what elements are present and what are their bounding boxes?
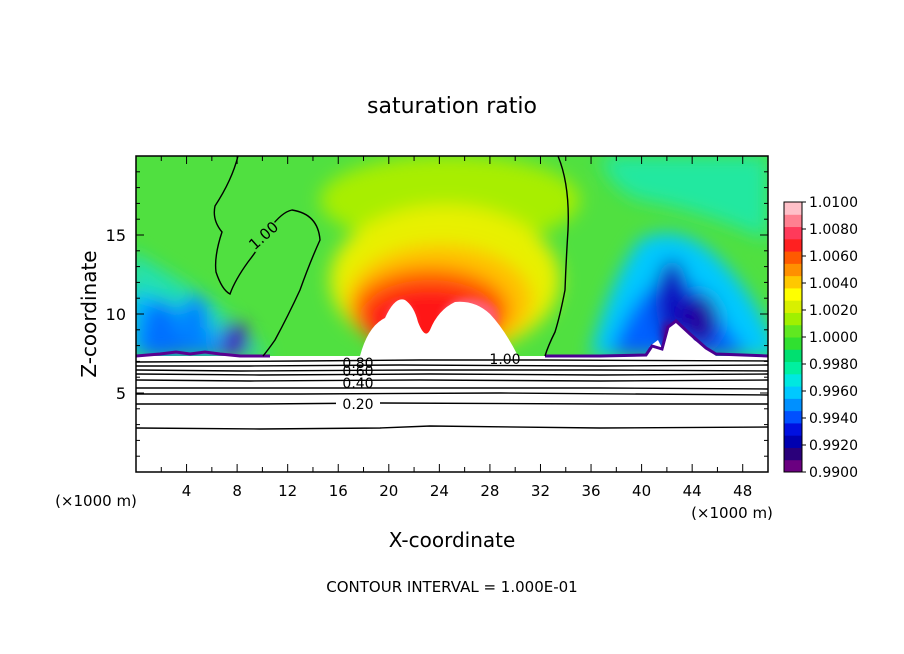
y-axis: 5 10 15 [106,171,768,457]
colorbar-swatch [784,349,802,363]
x-tick-label: 36 [581,482,600,500]
contour-label-0-40: 0.40 [342,376,373,392]
x-axis-title: X-coordinate [389,528,516,552]
colorbar-swatch [784,361,802,375]
x-tick-label: 40 [632,482,651,500]
contour-label-1-00-bottom: 1.00 [489,352,520,368]
colorbar: 1.0100 1.0080 1.0060 1.0040 1.0020 1.0000 0.99… [783,195,858,481]
x-axis: 4 8 12 16 20 24 28 32 36 40 44 48 [160,156,752,500]
colorbar-swatch [784,226,802,240]
x-tick-label: 12 [278,482,297,500]
colorbar-label: 0.9940 [809,411,858,427]
colorbar-swatch [784,251,802,264]
contour-label-0-80: 0.80 [342,356,373,372]
colorbar-swatch [784,422,802,436]
colorbar-swatch [784,287,802,301]
x-tick-label: 32 [531,482,550,500]
heatmap-field [136,156,768,472]
contour-label-0-60: 0.60 [342,364,373,380]
x-tick-label: 28 [480,482,499,500]
contour-label-0-20: 0.20 [342,397,373,413]
colorbar-swatch [784,300,802,313]
colorbar-swatch [784,435,802,448]
colorbar-swatch [784,447,802,461]
colorbar-swatch [784,459,802,473]
colorbar-swatch [784,312,802,326]
colorbar-swatch [784,337,802,350]
contour-interval-note: CONTOUR INTERVAL = 1.000E-01 [326,578,577,596]
y-tick-label: 10 [106,305,126,324]
x-axis-units: (×1000 m) [691,504,773,522]
y-tick-label: 15 [106,226,126,245]
y-axis-title: Z-coordinate [77,250,101,377]
colorbar-label: 1.0020 [809,303,858,319]
y-tick-label: 5 [116,384,126,403]
colorbar-label: 0.9960 [809,384,858,400]
colorbar-swatch [784,373,802,387]
colorbar-label: 1.0100 [809,195,858,211]
colorbar-swatch [784,202,802,215]
colorbar-label: 1.0080 [809,222,858,238]
colorbar-swatch [784,386,802,399]
colorbar-swatch [784,398,802,412]
colorbar-label: 1.0040 [809,276,858,292]
colorbar-swatch [784,275,802,289]
colorbar-swatch [784,214,802,228]
x-tick-label: 24 [430,482,449,500]
colorbar-swatch [784,238,802,252]
x-tick-label: 4 [182,482,192,500]
colorbar-swatch [784,324,802,338]
colorbar-label: 0.9900 [809,465,858,481]
colorbar-swatch [784,410,802,424]
colorbar-swatch [784,263,802,277]
colorbar-label: 1.0000 [809,330,858,346]
colorbar-label: 0.9920 [809,438,858,454]
colorbar-label: 0.9980 [809,357,858,373]
x-tick-label: 8 [232,482,242,500]
x-tick-label: 48 [733,482,752,500]
x-tick-label: 20 [379,482,398,500]
colorbar-label: 1.0060 [809,249,858,265]
x-tick-label: 44 [683,482,702,500]
x-tick-label: 16 [329,482,348,500]
chart-title: saturation ratio [367,94,537,119]
y-axis-units: (×1000 m) [55,492,137,510]
